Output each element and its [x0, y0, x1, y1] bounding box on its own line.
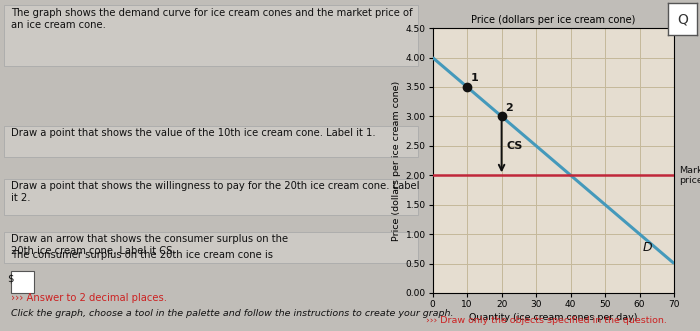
FancyBboxPatch shape [10, 271, 34, 293]
Text: Draw a point that shows the willingness to pay for the 20th ice cream cone. Labe: Draw a point that shows the willingness … [10, 181, 419, 203]
Text: Market
price: Market price [679, 166, 700, 185]
Text: $: $ [7, 273, 14, 283]
FancyBboxPatch shape [4, 126, 419, 157]
Text: 1: 1 [470, 73, 478, 83]
Title: Price (dollars per ice cream cone): Price (dollars per ice cream cone) [471, 15, 636, 24]
FancyBboxPatch shape [4, 179, 419, 215]
X-axis label: Quantity (ice cream cones per day): Quantity (ice cream cones per day) [469, 313, 638, 322]
Text: Draw an arrow that shows the consumer surplus on the
20th ice cream cone. Label : Draw an arrow that shows the consumer su… [10, 234, 288, 256]
Text: The graph shows the demand curve for ice cream cones and the market price of
an : The graph shows the demand curve for ice… [10, 8, 412, 30]
FancyBboxPatch shape [4, 5, 419, 66]
Text: Q: Q [677, 12, 688, 26]
Text: D: D [643, 241, 652, 254]
Text: Draw a point that shows the value of the 10th ice cream cone. Label it 1.: Draw a point that shows the value of the… [10, 128, 375, 138]
Text: 2: 2 [505, 103, 513, 113]
Text: CS: CS [507, 141, 523, 151]
Text: ››› Draw only the objects specified in the question.: ››› Draw only the objects specified in t… [426, 316, 666, 325]
Y-axis label: Price (dollars per ice cream cone): Price (dollars per ice cream cone) [393, 80, 401, 241]
Text: ››› Answer to 2 decimal places.: ››› Answer to 2 decimal places. [10, 293, 167, 303]
FancyBboxPatch shape [4, 232, 419, 263]
Text: Click the graph, choose a tool in the palette and follow the instructions to cre: Click the graph, choose a tool in the pa… [10, 309, 453, 318]
Text: The consumer surplus on the 20th ice cream cone is: The consumer surplus on the 20th ice cre… [10, 250, 273, 260]
